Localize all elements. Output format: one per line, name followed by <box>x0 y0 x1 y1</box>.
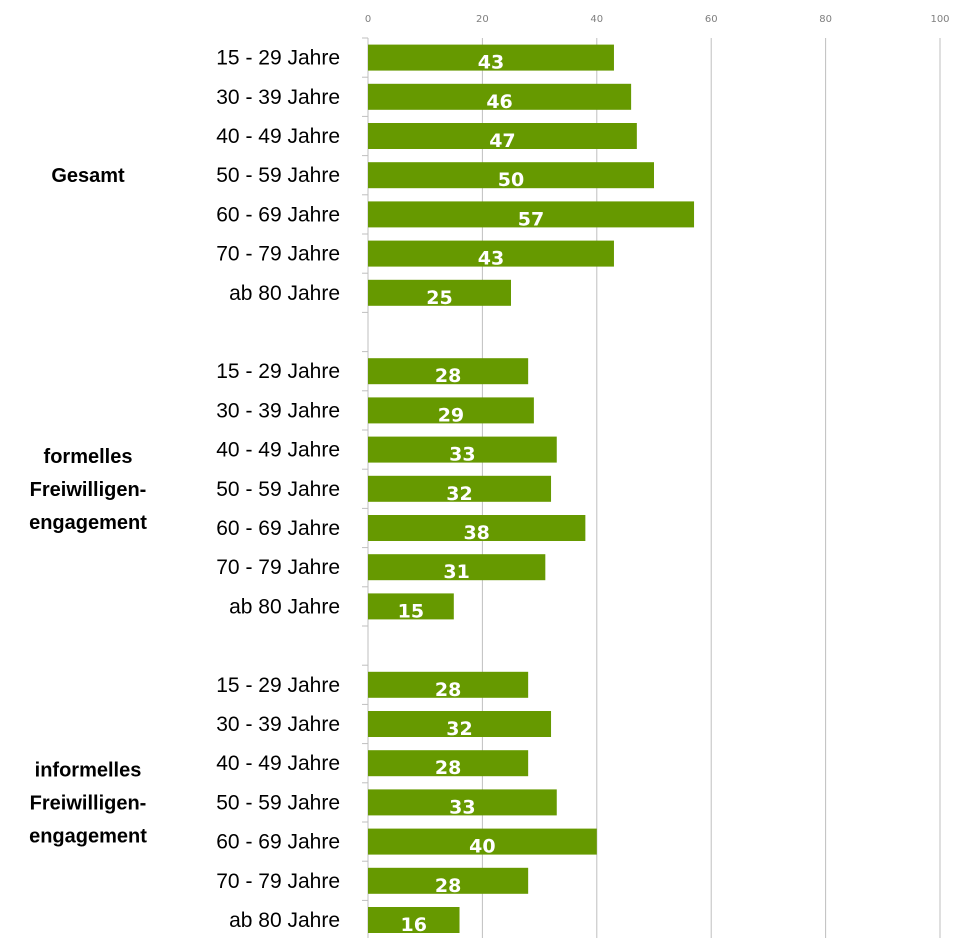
category-label: ab 80 Jahre <box>229 282 340 305</box>
category-label: 50 - 59 Jahre <box>216 791 340 814</box>
bar-value-label: 40 <box>469 836 495 858</box>
category-label: 70 - 79 Jahre <box>216 870 340 893</box>
bar-value-label: 33 <box>449 444 475 466</box>
group-label-line: Freiwilligen- <box>30 479 147 501</box>
category-label: 40 - 49 Jahre <box>216 125 340 148</box>
bar-value-label: 28 <box>435 679 461 701</box>
y-axis-tick-marks <box>362 37 368 901</box>
bar <box>368 671 529 698</box>
group-label-line: informelles <box>35 759 142 781</box>
group-label: Gesamt <box>51 165 125 187</box>
bar-value-label: 32 <box>446 718 472 740</box>
bar <box>368 162 654 189</box>
bar <box>368 44 614 71</box>
bar <box>368 397 534 424</box>
bars: 43 46 47 50 57 43 25 28 29 33 32 38 31 15 28 32 28 33 40 28… <box>368 44 695 936</box>
bar-value-label: 31 <box>443 561 469 583</box>
group-label-line: engagement <box>29 825 147 847</box>
group-label-line: Gesamt <box>51 165 125 187</box>
bar <box>368 515 586 541</box>
bar <box>368 907 460 933</box>
bar <box>368 83 632 110</box>
category-label: 40 - 49 Jahre <box>216 752 340 775</box>
bar <box>368 789 557 816</box>
bar-value-label: 43 <box>478 52 504 74</box>
bar-value-label: 50 <box>498 169 524 191</box>
bar-value-label: 47 <box>489 130 515 152</box>
group-label: informelles Freiwilligen-engagement <box>29 759 147 847</box>
bar <box>368 436 557 463</box>
bar-value-label: 32 <box>446 483 472 505</box>
category-label: 30 - 39 Jahre <box>216 713 340 736</box>
bar <box>368 123 637 149</box>
bar <box>368 828 597 855</box>
category-label: 15 - 29 Jahre <box>216 47 340 70</box>
bar-value-label: 28 <box>435 875 461 897</box>
group-label-line: engagement <box>29 512 147 534</box>
category-label: ab 80 Jahre <box>229 595 340 618</box>
bar-value-label: 16 <box>401 914 427 936</box>
bar-value-label: 28 <box>435 757 461 779</box>
category-label: ab 80 Jahre <box>229 909 340 932</box>
x-tick-label: 0 <box>365 14 371 25</box>
bar <box>368 201 695 228</box>
bar <box>368 554 546 581</box>
x-tick-label: 20 <box>476 14 489 25</box>
bar <box>368 240 614 267</box>
category-label: 30 - 39 Jahre <box>216 86 340 109</box>
bar <box>368 279 511 306</box>
group-label-line: formelles <box>44 446 133 468</box>
category-labels: 15 - 29 Jahre 30 - 39 Jahre 40 - 49 Jahre 5… <box>216 47 340 932</box>
category-label: 30 - 39 Jahre <box>216 399 340 422</box>
bar-value-label: 29 <box>438 404 464 426</box>
bar-value-label: 43 <box>478 248 504 270</box>
category-label: 70 - 79 Jahre <box>216 243 340 266</box>
bar <box>368 358 529 385</box>
category-label: 70 - 79 Jahre <box>216 556 340 579</box>
bar-value-label: 15 <box>398 600 424 622</box>
x-tick-label: 80 <box>819 14 832 25</box>
bar <box>368 593 454 620</box>
x-tick-label: 60 <box>705 14 718 25</box>
category-label: 15 - 29 Jahre <box>216 360 340 383</box>
bar <box>368 750 529 777</box>
bar <box>368 475 552 502</box>
bar <box>368 867 529 894</box>
category-label: 60 - 69 Jahre <box>216 517 340 540</box>
x-tick-label: 40 <box>590 14 603 25</box>
category-label: 15 - 29 Jahre <box>216 674 340 697</box>
bar-value-label: 28 <box>435 365 461 387</box>
category-label: 60 - 69 Jahre <box>216 831 340 854</box>
group-label: formelles Freiwilligen-engagement <box>29 446 147 534</box>
group-label-line: Freiwilligen- <box>30 792 147 814</box>
bar-value-label: 25 <box>426 287 452 309</box>
bar <box>368 711 552 737</box>
x-axis-tick-labels: 0 20 40 60 80 100 <box>365 14 950 25</box>
bar-value-label: 46 <box>486 91 512 113</box>
bar-value-label: 57 <box>518 208 544 230</box>
category-label: 40 - 49 Jahre <box>216 439 340 462</box>
category-label: 50 - 59 Jahre <box>216 164 340 187</box>
bar-value-label: 38 <box>463 522 489 544</box>
category-label: 50 - 59 Jahre <box>216 478 340 501</box>
x-tick-label: 100 <box>930 14 949 25</box>
category-label: 60 - 69 Jahre <box>216 203 340 226</box>
bar-value-label: 33 <box>449 796 475 818</box>
